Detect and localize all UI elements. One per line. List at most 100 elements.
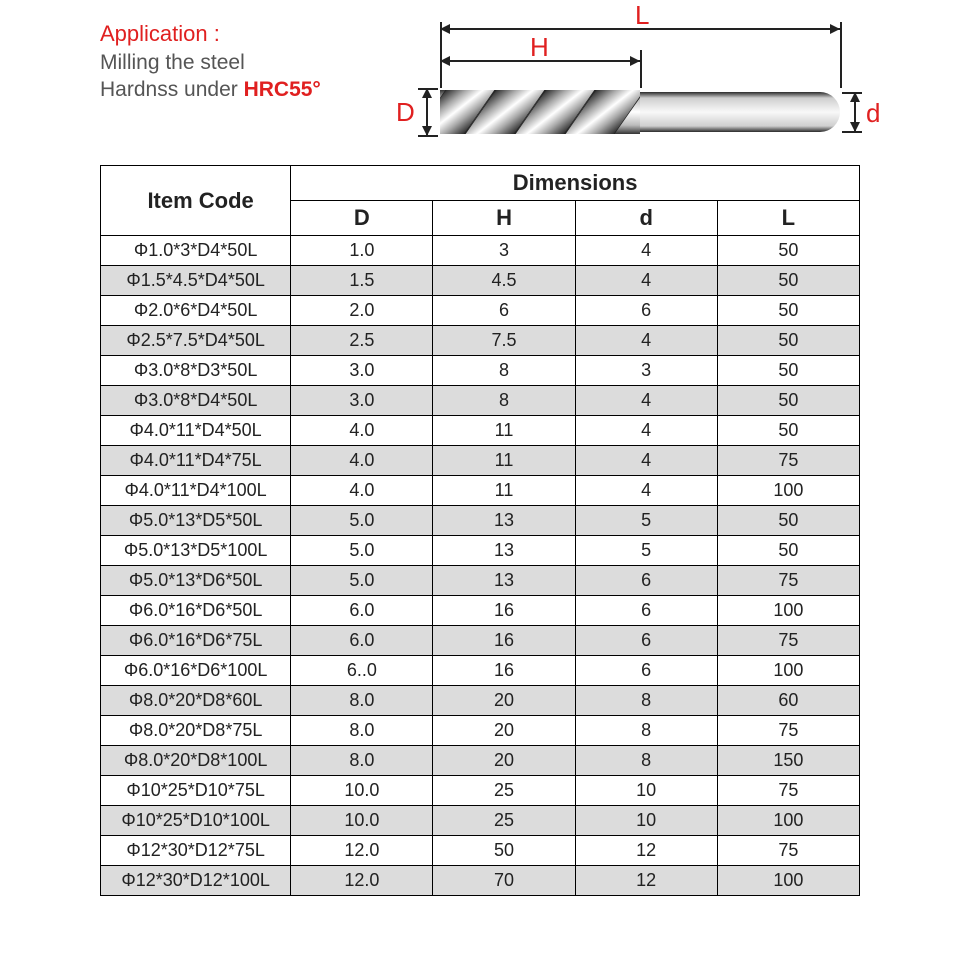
table-cell-D: 4.0 [291, 416, 433, 446]
table-cell-D: 1.5 [291, 266, 433, 296]
table-cell-L: 100 [717, 866, 859, 896]
table-cell-D: 12.0 [291, 836, 433, 866]
table-cell-D: 1.0 [291, 236, 433, 266]
table-cell-H: 16 [433, 656, 575, 686]
table-cell-d: 4 [575, 416, 717, 446]
table-cell-H: 13 [433, 506, 575, 536]
application-line2: Hardnss under HRC55° [100, 76, 360, 103]
flute-area [440, 90, 640, 134]
table-cell-d: 4 [575, 236, 717, 266]
table-head: Item Code Dimensions D H d L [101, 166, 860, 236]
table-cell-code: Φ6.0*16*D6*75L [101, 626, 291, 656]
table-cell-D: 6.0 [291, 596, 433, 626]
table-row: Φ1.0*3*D4*50L1.03450 [101, 236, 860, 266]
table-cell-D: 8.0 [291, 716, 433, 746]
end-mill-diagram: L H D d [380, 20, 900, 155]
table-cell-d: 3 [575, 356, 717, 386]
table-cell-D: 10.0 [291, 776, 433, 806]
table-cell-D: 5.0 [291, 566, 433, 596]
table-row: Φ8.0*20*D8*60L8.020860 [101, 686, 860, 716]
table-row: Φ3.0*8*D4*50L3.08450 [101, 386, 860, 416]
table-cell-L: 75 [717, 716, 859, 746]
table-row: Φ1.5*4.5*D4*50L1.54.5450 [101, 266, 860, 296]
table-cell-d: 8 [575, 746, 717, 776]
table-cell-code: Φ6.0*16*D6*100L [101, 656, 291, 686]
table-cell-code: Φ3.0*8*D3*50L [101, 356, 291, 386]
table-cell-code: Φ1.5*4.5*D4*50L [101, 266, 291, 296]
th-D: D [291, 201, 433, 236]
table-cell-H: 16 [433, 626, 575, 656]
dim-label-L: L [635, 0, 649, 31]
table-row: Φ12*30*D12*75L12.0501275 [101, 836, 860, 866]
table-cell-D: 8.0 [291, 686, 433, 716]
table-row: Φ4.0*11*D4*50L4.011450 [101, 416, 860, 446]
table-cell-d: 10 [575, 806, 717, 836]
dim-label-D: D [396, 97, 415, 128]
table-cell-code: Φ1.0*3*D4*50L [101, 236, 291, 266]
table-row: Φ12*30*D12*100L12.07012100 [101, 866, 860, 896]
table-cell-code: Φ6.0*16*D6*50L [101, 596, 291, 626]
table-cell-D: 3.0 [291, 386, 433, 416]
table-cell-D: 6.0 [291, 626, 433, 656]
table-cell-H: 13 [433, 566, 575, 596]
table-cell-H: 70 [433, 866, 575, 896]
table-cell-H: 11 [433, 476, 575, 506]
table-cell-L: 50 [717, 266, 859, 296]
table-cell-d: 8 [575, 686, 717, 716]
table-cell-D: 4.0 [291, 446, 433, 476]
table-cell-L: 75 [717, 836, 859, 866]
table-row: Φ8.0*20*D8*100L8.0208150 [101, 746, 860, 776]
table-cell-code: Φ5.0*13*D5*100L [101, 536, 291, 566]
table-row: Φ6.0*16*D6*75L6.016675 [101, 626, 860, 656]
table-row: Φ2.5*7.5*D4*50L2.57.5450 [101, 326, 860, 356]
table-cell-code: Φ10*25*D10*100L [101, 806, 291, 836]
table-cell-D: 5.0 [291, 536, 433, 566]
table-row: Φ8.0*20*D8*75L8.020875 [101, 716, 860, 746]
table-cell-code: Φ12*30*D12*75L [101, 836, 291, 866]
table-cell-code: Φ2.5*7.5*D4*50L [101, 326, 291, 356]
table-cell-d: 5 [575, 536, 717, 566]
table-cell-H: 20 [433, 686, 575, 716]
table-cell-d: 6 [575, 566, 717, 596]
table-cell-L: 50 [717, 356, 859, 386]
table-row: Φ2.0*6*D4*50L2.06650 [101, 296, 860, 326]
table-cell-d: 6 [575, 626, 717, 656]
header-area: Application : Milling the steel Hardnss … [40, 20, 920, 155]
spec-table: Item Code Dimensions D H d L Φ1.0*3*D4*5… [100, 165, 860, 896]
table-cell-L: 150 [717, 746, 859, 776]
table-cell-d: 4 [575, 476, 717, 506]
table-cell-L: 75 [717, 776, 859, 806]
table-cell-L: 50 [717, 536, 859, 566]
dim-label-d: d [866, 98, 880, 129]
table-body: Φ1.0*3*D4*50L1.03450Φ1.5*4.5*D4*50L1.54.… [101, 236, 860, 896]
table-cell-H: 25 [433, 776, 575, 806]
table-cell-code: Φ4.0*11*D4*50L [101, 416, 291, 446]
table-cell-H: 11 [433, 446, 575, 476]
table-cell-d: 12 [575, 836, 717, 866]
table-cell-code: Φ3.0*8*D4*50L [101, 386, 291, 416]
table-cell-H: 4.5 [433, 266, 575, 296]
application-text: Application : Milling the steel Hardnss … [100, 20, 360, 103]
table-cell-L: 100 [717, 806, 859, 836]
table-cell-d: 6 [575, 596, 717, 626]
table-cell-H: 11 [433, 416, 575, 446]
application-line2-prefix: Hardnss under [100, 78, 244, 101]
dim-label-H: H [530, 32, 549, 63]
application-hrc: HRC55° [244, 78, 321, 101]
table-cell-H: 8 [433, 356, 575, 386]
table-cell-H: 20 [433, 716, 575, 746]
table-row: Φ5.0*13*D5*100L5.013550 [101, 536, 860, 566]
table-cell-L: 50 [717, 296, 859, 326]
th-L: L [717, 201, 859, 236]
table-cell-L: 50 [717, 236, 859, 266]
application-line1: Milling the steel [100, 49, 360, 76]
table-cell-H: 20 [433, 746, 575, 776]
table-cell-L: 50 [717, 386, 859, 416]
table-cell-code: Φ4.0*11*D4*75L [101, 446, 291, 476]
table-cell-L: 75 [717, 626, 859, 656]
table-cell-L: 50 [717, 326, 859, 356]
th-item-code: Item Code [101, 166, 291, 236]
table-cell-d: 6 [575, 656, 717, 686]
table-cell-L: 75 [717, 566, 859, 596]
table-cell-L: 60 [717, 686, 859, 716]
